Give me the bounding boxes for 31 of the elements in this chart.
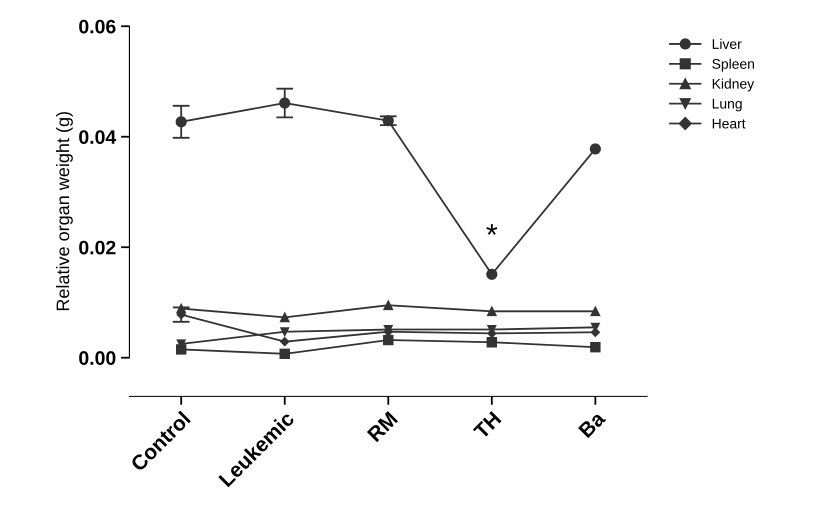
legend-label: Heart [712, 118, 746, 129]
point [382, 115, 394, 126]
legend-label: Kidney [712, 78, 754, 92]
point [383, 300, 394, 310]
legend-label: Spleen [712, 58, 754, 72]
y-axis-title: Relative organ weight (g) [56, 112, 73, 310]
legend-label: Liver [712, 38, 742, 49]
annotation: * [486, 224, 498, 235]
point [486, 337, 498, 348]
point [176, 304, 186, 314]
point [590, 143, 601, 154]
point [486, 268, 498, 280]
point [280, 337, 290, 346]
point [176, 116, 187, 128]
x-tick-label: TH [472, 411, 502, 440]
y-tick-label: 0.02 [79, 240, 116, 254]
y-tick-label: 0.04 [79, 130, 116, 144]
legend-label: Lung [712, 98, 742, 112]
point [590, 306, 600, 316]
point [486, 306, 497, 316]
point [176, 344, 186, 355]
point [280, 348, 290, 360]
point [279, 97, 290, 109]
point [590, 342, 601, 352]
x-tick-label: Ba [578, 410, 606, 438]
point [280, 327, 290, 336]
point [280, 312, 290, 322]
y-tick-label: 0.06 [79, 20, 116, 34]
x-tick-label: RM [366, 411, 398, 442]
point [383, 334, 394, 346]
y-tick-label: 0.00 [79, 351, 116, 365]
